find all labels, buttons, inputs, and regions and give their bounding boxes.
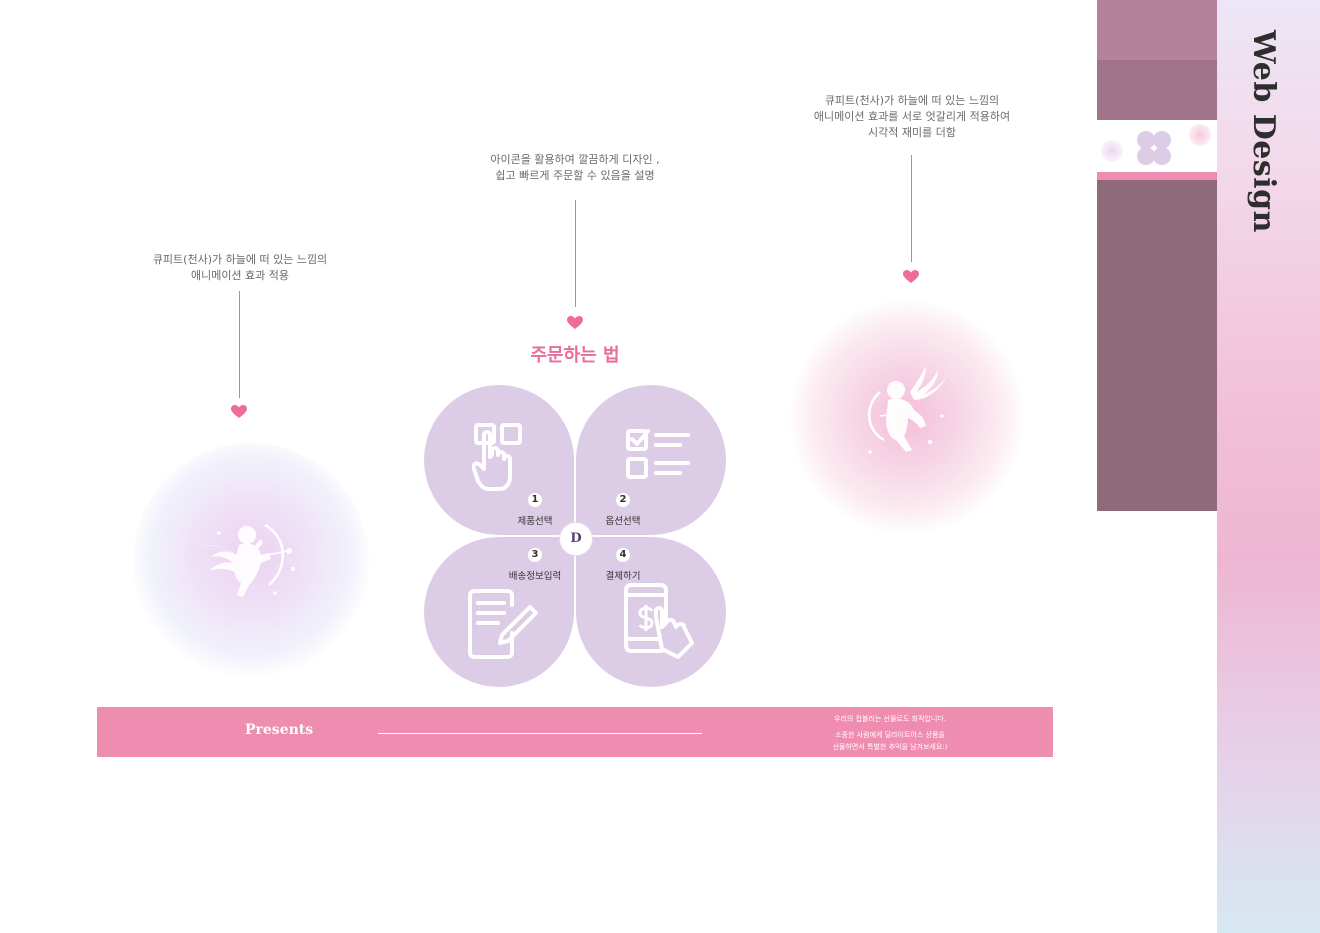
cupid-glow-right (790, 300, 1024, 534)
heart-icon (567, 316, 583, 329)
thumb-glow-right (1189, 124, 1211, 146)
step-card-product-select[interactable]: 1 제품선택 (424, 385, 574, 535)
thumb-hero (1097, 0, 1217, 60)
banner-divider (378, 733, 702, 734)
thumb-product-band (1097, 60, 1217, 120)
thumb-pink-strip (1097, 172, 1217, 180)
step-card-option-select[interactable]: 2 옵션선택 (576, 385, 726, 535)
step-number: 1 (528, 493, 542, 507)
step-card-shipping-info[interactable]: 3 배송정보입력 (424, 537, 574, 687)
checklist-icon (626, 429, 690, 479)
thumb-glow-left (1101, 140, 1123, 162)
cupid-icon (197, 523, 295, 597)
sidebar-title-text: Web Design (1246, 30, 1281, 233)
annotation-center-line-1: 아이콘을 활용하여 깔끔하게 디자인 , (490, 153, 660, 166)
heart-icon (903, 270, 919, 283)
sidebar-title: Web Design (1233, 30, 1293, 233)
annotation-left-line-1: 큐피트(천사)가 하늘에 떠 있는 느낌의 (152, 253, 328, 266)
annotation-center: 아이콘을 활용하여 깔끔하게 디자인 , 쉽고 빠르게 주문할 수 있음을 설명 (455, 152, 695, 184)
step-number: 2 (616, 493, 630, 507)
banner-line-1: 우리의 컵볼러는 선물로도 최적입니다. (834, 715, 946, 723)
banner-description: 우리의 컵볼러는 선물로도 최적입니다. 소중한 사람에게 딜라이트어스 상품을… (737, 713, 1043, 753)
connector-center (575, 200, 576, 307)
step-label: 결제하기 (605, 571, 641, 582)
annotation-right-line-3: 시각적 재미를 더함 (868, 126, 956, 139)
cupid-icon (867, 360, 952, 454)
brand-logo: D (559, 522, 593, 556)
thumb-content (1097, 180, 1217, 511)
step-number: 3 (528, 548, 542, 562)
step-label: 배송정보입력 (508, 571, 562, 582)
annotation-right-line-1: 큐피트(천사)가 하늘에 떠 있는 느낌의 (824, 94, 1000, 107)
step-label: 제품선택 (517, 516, 553, 527)
annotation-left: 큐피트(천사)가 하늘에 떠 있는 느낌의 애니메이션 효과 적용 (120, 252, 360, 284)
step-label: 옵션선택 (605, 516, 641, 527)
mobile-payment-icon (624, 583, 694, 659)
tap-select-icon (472, 423, 522, 491)
side-gradient-panel (1217, 0, 1320, 933)
presents-banner: Presents 우리의 컵볼러는 선물로도 최적입니다. 소중한 사람에게 딜… (97, 707, 1053, 757)
connector-left (239, 291, 240, 398)
annotation-right: 큐피트(천사)가 하늘에 떠 있는 느낌의 애니메이션 효과를 서로 엇갈리게 … (772, 93, 1052, 141)
annotation-left-line-2: 애니메이션 효과 적용 (190, 269, 290, 282)
banner-line-2: 소중한 사람에게 딜라이트어스 상품을 (835, 731, 945, 739)
step-card-payment[interactable]: 4 결제하기 (576, 537, 726, 687)
annotation-right-line-2: 애니메이션 효과를 서로 엇갈리게 적용하여 (813, 110, 1011, 123)
thumb-mini-flower-icon (1137, 131, 1171, 165)
form-pen-icon (468, 589, 538, 659)
step-number: 4 (616, 548, 630, 562)
banner-line-3: 선물하면서 특별한 추억을 남겨보세요:) (832, 743, 948, 751)
page-thumbnail-preview[interactable] (1097, 0, 1217, 511)
banner-title: Presents (245, 722, 314, 738)
heart-icon (231, 405, 247, 418)
order-section-title: 주문하는 법 (530, 345, 620, 366)
connector-right (911, 155, 912, 262)
annotation-center-line-2: 쉽고 빠르게 주문할 수 있음을 설명 (495, 169, 655, 182)
cupid-glow-left (133, 443, 369, 679)
